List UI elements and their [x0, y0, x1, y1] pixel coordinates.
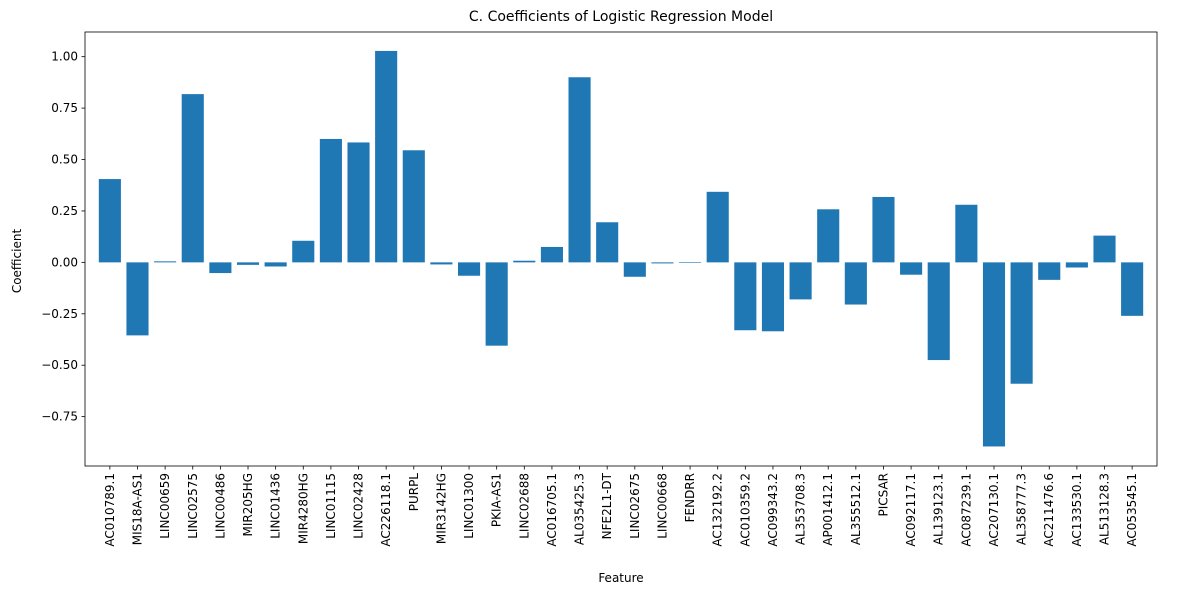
bar-PKIA-AS1 — [485, 262, 508, 346]
bar-MIR3142HG — [430, 262, 453, 265]
bar-LINC00668 — [651, 262, 674, 264]
x-tick-label: AC226118.1 — [379, 473, 393, 547]
x-tick-label: AC092117.1 — [904, 473, 918, 547]
x-tick-label: PICSAR — [876, 473, 890, 517]
x-axis-title: Feature — [598, 571, 643, 585]
x-tick-label: MIR205HG — [241, 473, 255, 536]
bar-LINC02688 — [513, 260, 536, 263]
bar-LINC01115 — [319, 138, 342, 263]
x-tick-label: LINC02675 — [628, 473, 642, 539]
bar-AC092117.1 — [900, 262, 923, 275]
y-tick-label: 0.25 — [51, 204, 78, 218]
bar-MIR4280HG — [292, 240, 315, 263]
bar-MIR205HG — [236, 262, 260, 265]
bar-AC053545.1 — [1121, 262, 1144, 316]
x-tick-label: AL358777.3 — [1015, 473, 1029, 545]
bar-AC207130.1 — [982, 262, 1006, 447]
x-tick-label: AC010789.1 — [103, 473, 117, 547]
y-tick-label: 1.00 — [51, 50, 78, 64]
bar-LINC01300 — [457, 262, 481, 276]
bar-FENDRR — [679, 262, 702, 263]
axes-frame — [84, 31, 1158, 467]
x-tick-label: PURPL — [407, 473, 421, 512]
x-tick-label: MIR4280HG — [296, 473, 310, 544]
x-tick-label: AL035425.3 — [573, 473, 587, 545]
bar-MIS18A-AS1 — [126, 262, 149, 336]
bar-AL035425.3 — [568, 77, 591, 263]
x-tick-label: LINC01436 — [269, 473, 283, 539]
y-tick-label: −0.75 — [41, 410, 78, 424]
x-tick-label: FENDRR — [683, 473, 697, 522]
bar-NFE2L1-DT — [596, 222, 619, 263]
y-axis-title: Coefficient — [10, 229, 24, 294]
x-tick-label: MIR3142HG — [434, 473, 448, 544]
bar-LINC02428 — [347, 142, 370, 263]
bar-AL513128.3 — [1093, 235, 1116, 263]
x-tick-label: AL355512.1 — [849, 473, 863, 545]
x-tick-label: LINC02428 — [352, 473, 366, 539]
x-tick-label: AC087239.1 — [959, 473, 973, 547]
x-tick-label: AC016705.1 — [545, 473, 559, 547]
x-tick-label: AC010359.2 — [738, 473, 752, 547]
bar-AC132192.2 — [706, 191, 729, 263]
bar-LINC00659 — [154, 261, 177, 263]
plot-area: −0.75 −0.50 −0.25 0.00 0.25 0.50 0.75 1.00 AC010… — [41, 31, 1158, 547]
chart-title: C. Coefficients of Logistic Regression M… — [469, 9, 773, 25]
y-tick-label: −0.50 — [41, 358, 78, 372]
bar-AC010789.1 — [98, 179, 121, 263]
y-tick-label: 0.00 — [51, 255, 78, 269]
y-tick-label: 0.50 — [51, 153, 78, 167]
bar-AP001412.1 — [817, 209, 840, 263]
bar-LINC01436 — [264, 262, 287, 267]
x-tick-label: AP001412.1 — [821, 473, 835, 546]
bar-AC099343.2 — [761, 262, 785, 332]
x-tick-label: AC211476.6 — [1042, 473, 1056, 547]
x-tick-label: AL513128.3 — [1098, 473, 1112, 545]
x-tick-label: LINC01115 — [324, 473, 338, 539]
bar-LINC02575 — [181, 94, 204, 263]
bar-AC016705.1 — [540, 246, 563, 263]
bar-PICSAR — [872, 196, 895, 263]
x-tick-label: AL353708.3 — [794, 473, 808, 545]
x-tick-label: AC053545.1 — [1125, 473, 1139, 547]
x-tick-label: LINC02575 — [186, 473, 200, 539]
y-tick-label: 0.75 — [51, 101, 78, 115]
bar-LINC02675 — [623, 262, 646, 277]
x-tick-label: LINC01300 — [462, 473, 476, 539]
bar-LINC00486 — [209, 262, 232, 274]
x-tick-label: LINC00486 — [213, 473, 227, 539]
x-tick-label: LINC00668 — [655, 473, 669, 539]
y-tick-label: −0.25 — [41, 307, 78, 321]
bar-AL353708.3 — [789, 262, 812, 300]
bar-PURPL — [402, 150, 425, 263]
x-tick-label: AC133530.1 — [1070, 473, 1084, 547]
bar-AC010359.2 — [734, 262, 757, 331]
x-tick-label: AC099343.2 — [766, 473, 780, 547]
bar-AL139123.1 — [927, 262, 950, 361]
x-tick-label: AC207130.1 — [987, 473, 1001, 547]
x-tick-label: MIS18A-AS1 — [130, 473, 144, 545]
bar-AC226118.1 — [375, 50, 398, 263]
x-tick-label: NFE2L1-DT — [600, 472, 614, 539]
bar-AC211476.6 — [1038, 262, 1061, 280]
bar-AC133530.1 — [1065, 262, 1088, 268]
bar-AC087239.1 — [955, 204, 978, 263]
x-tick-label: LINC00659 — [158, 473, 172, 539]
x-tick-label: PKIA-AS1 — [490, 473, 504, 527]
x-tick-label: AC132192.2 — [711, 473, 725, 547]
bar-AL355512.1 — [844, 262, 867, 305]
x-tick-label: AL139123.1 — [932, 473, 946, 545]
x-tick-label: LINC02688 — [517, 473, 531, 539]
bar-AL358777.3 — [1010, 262, 1033, 384]
